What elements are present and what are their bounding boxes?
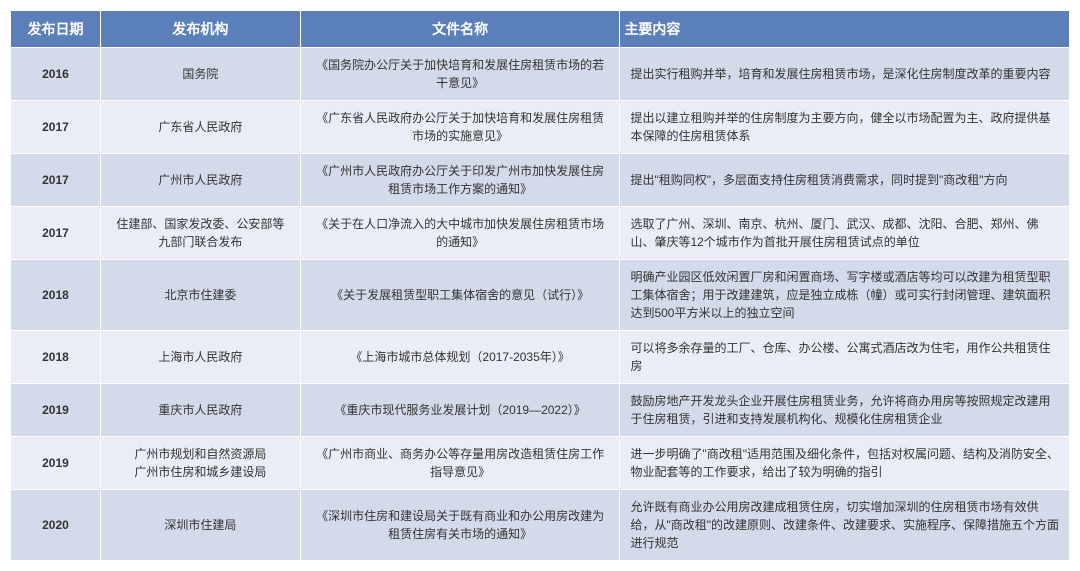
header-docname: 文件名称 bbox=[300, 11, 620, 48]
cell-content: 明确产业园区低效闲置厂房和闲置商场、写字楼或酒店等均可以改建为租赁型职工集体宿舍… bbox=[620, 260, 1070, 331]
cell-content: 选取了广州、深圳、南京、杭州、厦门、武汉、成都、沈阳、合肥、郑州、佛山、肇庆等1… bbox=[620, 207, 1070, 260]
cell-agency: 国务院 bbox=[100, 48, 300, 101]
cell-content: 进一步明确了"商改租"适用范围及细化条件，包括对权属问题、结构及消防安全、物业配… bbox=[620, 437, 1070, 490]
header-content: 主要内容 bbox=[620, 11, 1070, 48]
cell-content: 提出实行租购并举，培育和发展住房租赁市场，是深化住房制度改革的重要内容 bbox=[620, 48, 1070, 101]
table-row: 2017广东省人民政府《广东省人民政府办公厅关于加快培育和发展住房租赁市场的实施… bbox=[11, 101, 1070, 154]
cell-date: 2019 bbox=[11, 384, 101, 437]
cell-agency: 广东省人民政府 bbox=[100, 101, 300, 154]
table-row: 2018北京市住建委《关于发展租赁型职工集体宿舍的意见（试行）》明确产业园区低效… bbox=[11, 260, 1070, 331]
policy-table: 发布日期 发布机构 文件名称 主要内容 2016国务院《国务院办公厅关于加快培育… bbox=[10, 10, 1070, 561]
cell-docname: 《重庆市现代服务业发展计划（2019—2022）》 bbox=[300, 384, 620, 437]
table-row: 2020深圳市住建局《深圳市住房和建设局关于既有商业和办公用房改建为租赁住房有关… bbox=[11, 490, 1070, 561]
table-header-row: 发布日期 发布机构 文件名称 主要内容 bbox=[11, 11, 1070, 48]
cell-content: 提出以建立租购并举的住房制度为主要方向，健全以市场配置为主、政府提供基本保障的住… bbox=[620, 101, 1070, 154]
cell-docname: 《国务院办公厅关于加快培育和发展住房租赁市场的若干意见》 bbox=[300, 48, 620, 101]
table-row: 2019重庆市人民政府《重庆市现代服务业发展计划（2019—2022）》鼓励房地… bbox=[11, 384, 1070, 437]
table-row: 2019广州市规划和自然资源局 广州市住房和城乡建设局《广州市商业、商务办公等存… bbox=[11, 437, 1070, 490]
cell-content: 可以将多余存量的工厂、仓库、办公楼、公寓式酒店改为住宅，用作公共租赁住房 bbox=[620, 331, 1070, 384]
cell-agency: 广州市规划和自然资源局 广州市住房和城乡建设局 bbox=[100, 437, 300, 490]
cell-agency: 广州市人民政府 bbox=[100, 154, 300, 207]
cell-date: 2019 bbox=[11, 437, 101, 490]
cell-content: 鼓励房地产开发龙头企业开展住房租赁业务，允许将商办用房等按照规定改建用于住房租赁… bbox=[620, 384, 1070, 437]
cell-date: 2018 bbox=[11, 260, 101, 331]
cell-date: 2017 bbox=[11, 207, 101, 260]
table-row: 2018上海市人民政府《上海市城市总体规划（2017-2035年）》可以将多余存… bbox=[11, 331, 1070, 384]
cell-agency: 住建部、国家发改委、公安部等九部门联合发布 bbox=[100, 207, 300, 260]
cell-docname: 《上海市城市总体规划（2017-2035年）》 bbox=[300, 331, 620, 384]
cell-content: 允许既有商业办公用房改建成租赁住房，切实增加深圳的住房租赁市场有效供给，从"商改… bbox=[620, 490, 1070, 561]
cell-docname: 《关于在人口净流入的大中城市加快发展住房租赁市场的通知》 bbox=[300, 207, 620, 260]
cell-date: 2017 bbox=[11, 154, 101, 207]
table-row: 2017住建部、国家发改委、公安部等九部门联合发布《关于在人口净流入的大中城市加… bbox=[11, 207, 1070, 260]
cell-agency: 重庆市人民政府 bbox=[100, 384, 300, 437]
cell-date: 2020 bbox=[11, 490, 101, 561]
cell-agency: 深圳市住建局 bbox=[100, 490, 300, 561]
cell-date: 2017 bbox=[11, 101, 101, 154]
cell-docname: 《广州市人民政府办公厅关于印发广州市加快发展住房租赁市场工作方案的通知》 bbox=[300, 154, 620, 207]
cell-docname: 《关于发展租赁型职工集体宿舍的意见（试行）》 bbox=[300, 260, 620, 331]
cell-agency: 北京市住建委 bbox=[100, 260, 300, 331]
cell-date: 2018 bbox=[11, 331, 101, 384]
cell-docname: 《广州市商业、商务办公等存量用房改造租赁住房工作指导意见》 bbox=[300, 437, 620, 490]
cell-docname: 《广东省人民政府办公厅关于加快培育和发展住房租赁市场的实施意见》 bbox=[300, 101, 620, 154]
cell-agency: 上海市人民政府 bbox=[100, 331, 300, 384]
header-date: 发布日期 bbox=[11, 11, 101, 48]
cell-content: 提出"租购同权"，多层面支持住房租赁消费需求，同时提到"商改租"方向 bbox=[620, 154, 1070, 207]
cell-docname: 《深圳市住房和建设局关于既有商业和办公用房改建为租赁住房有关市场的通知》 bbox=[300, 490, 620, 561]
table-body: 2016国务院《国务院办公厅关于加快培育和发展住房租赁市场的若干意见》提出实行租… bbox=[11, 48, 1070, 561]
table-row: 2016国务院《国务院办公厅关于加快培育和发展住房租赁市场的若干意见》提出实行租… bbox=[11, 48, 1070, 101]
header-agency: 发布机构 bbox=[100, 11, 300, 48]
cell-date: 2016 bbox=[11, 48, 101, 101]
table-row: 2017广州市人民政府《广州市人民政府办公厅关于印发广州市加快发展住房租赁市场工… bbox=[11, 154, 1070, 207]
